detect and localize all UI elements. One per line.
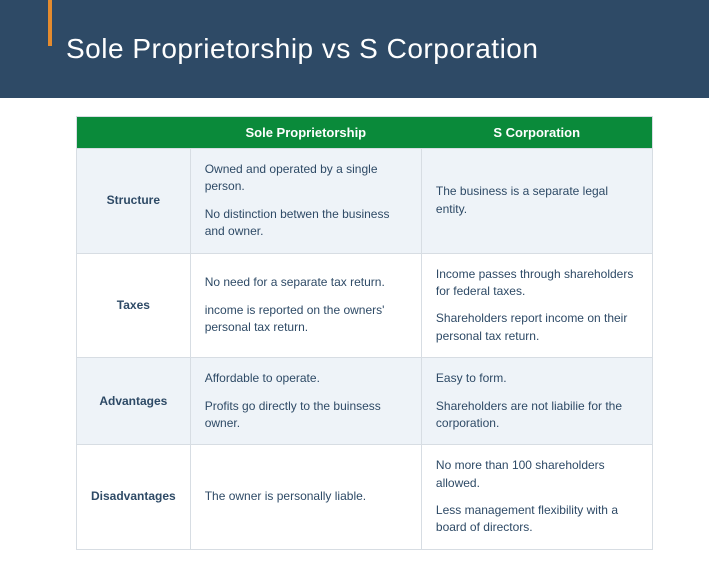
table-row: Taxes No need for a separate tax return.…: [77, 253, 653, 358]
cell-text: Less management flexibility with a board…: [436, 502, 638, 537]
cell-text: Affordable to operate.: [205, 370, 407, 387]
table-row: Structure Owned and operated by a single…: [77, 149, 653, 254]
cell-structure-scorp: The business is a separate legal entity.: [421, 149, 652, 254]
row-label-taxes: Taxes: [77, 253, 191, 358]
comparison-table: Sole Proprietorship S Corporation Struct…: [76, 116, 653, 550]
col-header-blank: [77, 117, 191, 149]
cell-text: Owned and operated by a single person.: [205, 161, 407, 196]
cell-text: The business is a separate legal entity.: [436, 183, 638, 218]
col-header-scorp: S Corporation: [421, 117, 652, 149]
cell-text: Shareholders are not liabilie for the co…: [436, 398, 638, 433]
content-area: Sole Proprietorship S Corporation Struct…: [0, 98, 709, 568]
cell-taxes-scorp: Income passes through shareholders for f…: [421, 253, 652, 358]
table-row: Disadvantages The owner is personally li…: [77, 445, 653, 550]
cell-text: Shareholders report income on their pers…: [436, 310, 638, 345]
page-title: Sole Proprietorship vs S Corporation: [66, 33, 538, 65]
row-label-disadvantages: Disadvantages: [77, 445, 191, 550]
page-header: Sole Proprietorship vs S Corporation: [0, 0, 709, 98]
cell-text: income is reported on the owners' person…: [205, 302, 407, 337]
cell-taxes-sole: No need for a separate tax return. incom…: [190, 253, 421, 358]
cell-structure-sole: Owned and operated by a single person. N…: [190, 149, 421, 254]
cell-advantages-sole: Affordable to operate. Profits go direct…: [190, 358, 421, 445]
accent-bar: [48, 0, 52, 46]
cell-text: Income passes through shareholders for f…: [436, 266, 638, 301]
table-header-row: Sole Proprietorship S Corporation: [77, 117, 653, 149]
cell-text: The owner is personally liable.: [205, 488, 407, 505]
row-label-advantages: Advantages: [77, 358, 191, 445]
cell-disadvantages-sole: The owner is personally liable.: [190, 445, 421, 550]
cell-text: Easy to form.: [436, 370, 638, 387]
cell-text: No more than 100 shareholders allowed.: [436, 457, 638, 492]
cell-advantages-scorp: Easy to form. Shareholders are not liabi…: [421, 358, 652, 445]
col-header-sole: Sole Proprietorship: [190, 117, 421, 149]
cell-text: No distinction betwen the business and o…: [205, 206, 407, 241]
table-row: Advantages Affordable to operate. Profit…: [77, 358, 653, 445]
row-label-structure: Structure: [77, 149, 191, 254]
cell-text: Profits go directly to the buinsess owne…: [205, 398, 407, 433]
cell-text: No need for a separate tax return.: [205, 274, 407, 291]
cell-disadvantages-scorp: No more than 100 shareholders allowed. L…: [421, 445, 652, 550]
